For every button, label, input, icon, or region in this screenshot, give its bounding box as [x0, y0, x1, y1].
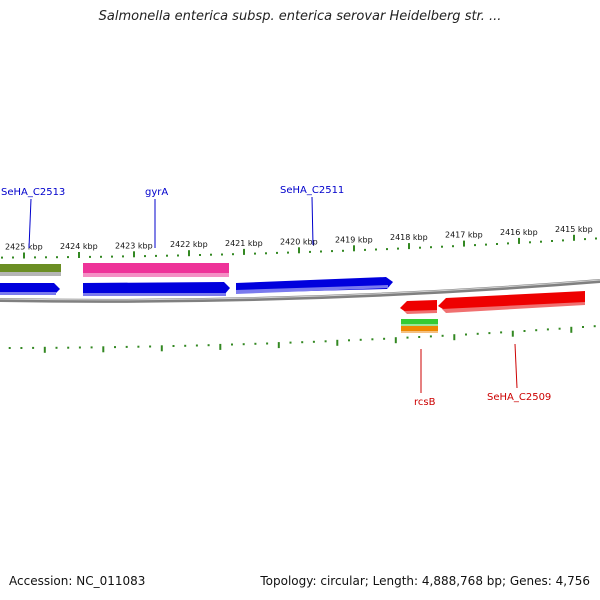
c2511-leader-line: [311, 196, 314, 246]
gene-seha-c2509[interactable]: [438, 291, 585, 313]
orange-feature[interactable]: [401, 326, 438, 333]
lower-scale-ticks: [8, 325, 596, 353]
scale-tick-label: 2418 kbp: [390, 233, 428, 242]
gene-label-seha-c2513[interactable]: SeHA_C2513: [1, 187, 65, 198]
gene-label-gyra[interactable]: gyrA: [145, 187, 168, 198]
gene-gyra[interactable]: [83, 282, 230, 296]
scale-tick-label: 2419 kbp: [335, 235, 373, 244]
c2513-leader-line: [28, 198, 32, 249]
scale-tick-label: 2424 kbp: [60, 242, 98, 251]
scale-tick-label: 2421 kbp: [225, 239, 263, 248]
gene-label-seha-c2509[interactable]: SeHA_C2509: [487, 392, 551, 403]
green-feature[interactable]: [401, 319, 438, 326]
gene-rcsb[interactable]: [400, 300, 437, 314]
accession-text: Accession: NC_011083: [9, 574, 146, 588]
scale-tick-labels: 2425 kbp 2424 kbp 2423 kbp 2422 kbp 2421 kbp…: [5, 225, 593, 252]
pink-feature[interactable]: [83, 263, 229, 277]
c2509-leader-line: [514, 343, 518, 389]
scale-tick-label: 2422 kbp: [170, 240, 208, 249]
olive-feature[interactable]: [0, 264, 61, 276]
genome-backbone-highlight: [0, 279, 600, 301]
scale-tick-label: 2416 kbp: [500, 228, 538, 237]
scale-tick-label: 2423 kbp: [115, 241, 153, 250]
topology-summary: Topology: circular; Length: 4,888,768 bp…: [260, 574, 590, 588]
scale-tick-label: 2420 kbp: [280, 237, 318, 246]
gene-seha-c2511[interactable]: [236, 277, 393, 294]
gene-label-rcsb[interactable]: rcsB: [414, 397, 436, 408]
scale-tick-label: 2425 kbp: [5, 243, 43, 252]
gene-seha-c2513[interactable]: [0, 283, 60, 295]
scale-tick-label: 2415 kbp: [555, 225, 593, 234]
genome-backbone: [0, 279, 600, 303]
map-title: Salmonella enterica subsp. enterica sero…: [98, 9, 502, 24]
scale-tick-label: 2417 kbp: [445, 231, 483, 240]
upper-scale-ticks: [1, 234, 597, 259]
gene-label-seha-c2511[interactable]: SeHA_C2511: [280, 185, 344, 196]
